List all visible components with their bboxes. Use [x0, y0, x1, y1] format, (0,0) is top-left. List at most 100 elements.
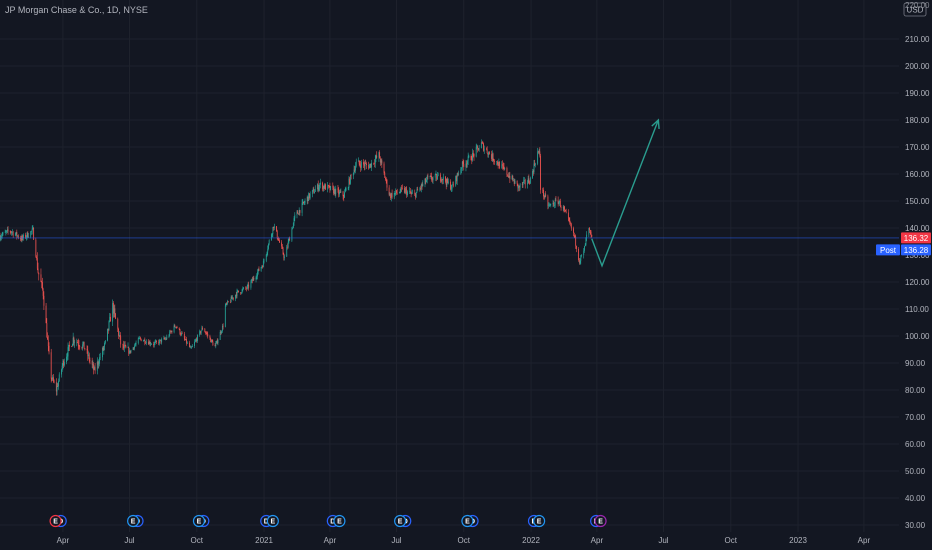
price-axis-panel[interactable] [899, 0, 932, 550]
price-tick-label: 80.00 [905, 386, 926, 395]
candle-body [473, 153, 475, 157]
candle-body [581, 255, 582, 256]
candle-body [112, 303, 114, 314]
candle-body [575, 236, 577, 246]
candle-body [345, 188, 347, 191]
candle-body [298, 209, 300, 215]
candle-body [527, 178, 529, 183]
earnings-marker-icon[interactable] [394, 514, 407, 528]
candle-body [26, 232, 28, 237]
candle-body [385, 179, 387, 181]
earnings-marker-icon[interactable] [333, 514, 346, 528]
candle-body [325, 184, 326, 190]
candle-body [442, 176, 444, 181]
earnings-marker-icon[interactable] [127, 514, 140, 528]
candle-body [475, 147, 477, 157]
candle-body [463, 164, 465, 168]
price-tick-label: 90.00 [905, 359, 926, 368]
candle-body [282, 248, 284, 255]
earnings-marker-icon[interactable] [192, 514, 206, 528]
earnings-marker-icon[interactable] [594, 514, 607, 528]
candle-body [99, 357, 101, 358]
time-tick-label: Oct [191, 536, 204, 545]
price-tick-label: 150.00 [905, 197, 930, 206]
candle-body [453, 184, 454, 186]
candle-body [328, 185, 329, 186]
currency-badge[interactable]: USD [903, 2, 927, 17]
candle-body [436, 174, 438, 180]
candle-body [420, 184, 422, 189]
candle-body [281, 246, 283, 249]
candle-body [87, 349, 89, 357]
candle-body [154, 341, 156, 343]
price-tick-label: 110.00 [905, 305, 929, 314]
candle-body [93, 364, 95, 370]
candle-body [52, 377, 54, 380]
price-tick-label: 210.00 [905, 35, 930, 44]
candle-body [181, 333, 183, 334]
candle-body [301, 202, 303, 213]
candle-body [395, 190, 397, 194]
arrow-path[interactable] [591, 119, 659, 268]
candle-body [215, 343, 217, 347]
arrow-head [651, 118, 660, 130]
price-tick-label: 170.00 [905, 143, 930, 152]
candle-body [219, 332, 221, 340]
candle-body [506, 168, 508, 175]
earnings-marker-icon[interactable] [533, 514, 546, 528]
candle-body [237, 290, 239, 292]
post-market-price: 136.28 [904, 246, 929, 255]
candle-body [10, 231, 12, 233]
candle-body [458, 174, 460, 175]
candle-body [415, 193, 416, 198]
candle-body [512, 175, 514, 181]
candle-body [195, 339, 197, 341]
candle-body [560, 206, 562, 208]
candle-body [319, 182, 321, 185]
earnings-marker-icon[interactable] [266, 514, 279, 528]
candle-body [329, 185, 331, 191]
candle-body [378, 152, 380, 158]
candle-body [67, 347, 69, 357]
candle-body [477, 148, 479, 151]
projection-arrow[interactable] [591, 118, 660, 268]
candle-body [245, 287, 247, 289]
candle-body [348, 178, 350, 188]
candle-body [424, 178, 426, 184]
candle-body [591, 234, 593, 237]
candle-body [421, 184, 423, 187]
candle-body [589, 228, 590, 230]
candle-body [84, 348, 86, 350]
candle-body [486, 149, 488, 154]
candle-body [235, 294, 236, 299]
candle-body [554, 199, 556, 206]
candle-body [437, 175, 438, 180]
candle-body [369, 163, 371, 166]
candle-body [298, 213, 299, 215]
candle-body [534, 163, 536, 165]
candle-body [155, 340, 157, 342]
candle-body [222, 325, 224, 327]
candle-body [48, 346, 50, 353]
candle-body [134, 345, 135, 349]
candle-body [197, 335, 198, 341]
candle-body [548, 205, 550, 207]
candle-body [537, 151, 539, 164]
candle-body [529, 177, 531, 184]
earnings-marker-icon[interactable] [49, 514, 62, 528]
candle-body [293, 218, 295, 223]
candle-body [241, 289, 243, 293]
candle-body [145, 343, 146, 344]
candle-body [248, 284, 250, 288]
candle-body [97, 361, 99, 365]
earnings-marker-icon[interactable] [461, 514, 474, 528]
candle-body [107, 328, 108, 341]
candle-body [149, 341, 151, 345]
candle-body [509, 175, 511, 180]
candle-body [519, 184, 521, 188]
candle-body [445, 176, 446, 182]
price-tick-label: 70.00 [905, 413, 926, 422]
candle-body [590, 231, 592, 235]
candle-body [133, 347, 135, 349]
